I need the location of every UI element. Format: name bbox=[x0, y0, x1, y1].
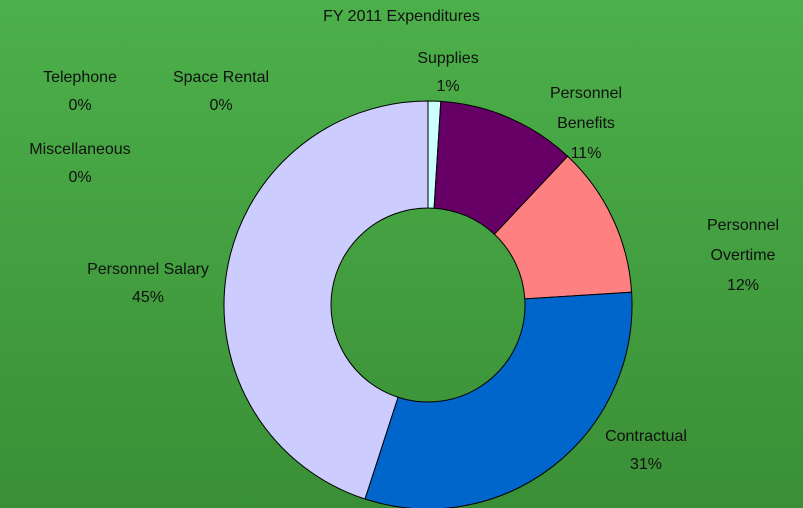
slice-label: Personnel Overtime 12% bbox=[698, 211, 788, 301]
chart-title: FY 2011 Expenditures bbox=[323, 8, 480, 25]
value-label: 0% bbox=[68, 97, 92, 114]
slice-label: Personnel Benefits 11% bbox=[541, 79, 631, 169]
value-label: 12% bbox=[726, 277, 760, 294]
category-label: Personnel Salary bbox=[87, 261, 209, 278]
donut-slice bbox=[223, 100, 429, 500]
category-label: Space Rental bbox=[172, 69, 270, 86]
category-label: Miscellaneous bbox=[29, 141, 131, 158]
category-label: Supplies bbox=[417, 50, 479, 67]
slice-label: Contractual 31% bbox=[581, 423, 711, 479]
value-label: 11% bbox=[570, 145, 602, 162]
slice-label: Miscellaneous 0% bbox=[0, 136, 160, 192]
value-label: 31% bbox=[629, 456, 663, 473]
slice-label: Space Rental 0% bbox=[151, 64, 291, 120]
value-label: 0% bbox=[209, 97, 233, 114]
slice-label: Supplies 1% bbox=[398, 45, 498, 101]
value-label: 0% bbox=[68, 169, 92, 186]
slice-label: Telephone 0% bbox=[20, 64, 140, 120]
category-label: Personnel Benefits bbox=[549, 85, 623, 132]
category-label: Personnel Overtime bbox=[706, 217, 780, 264]
value-label: 45% bbox=[131, 289, 165, 306]
category-label: Telephone bbox=[43, 69, 117, 86]
category-label: Contractual bbox=[605, 428, 687, 445]
value-label: 1% bbox=[436, 78, 460, 95]
donut-slice bbox=[364, 291, 633, 508]
slice-label: Personnel Salary 45% bbox=[58, 256, 238, 312]
